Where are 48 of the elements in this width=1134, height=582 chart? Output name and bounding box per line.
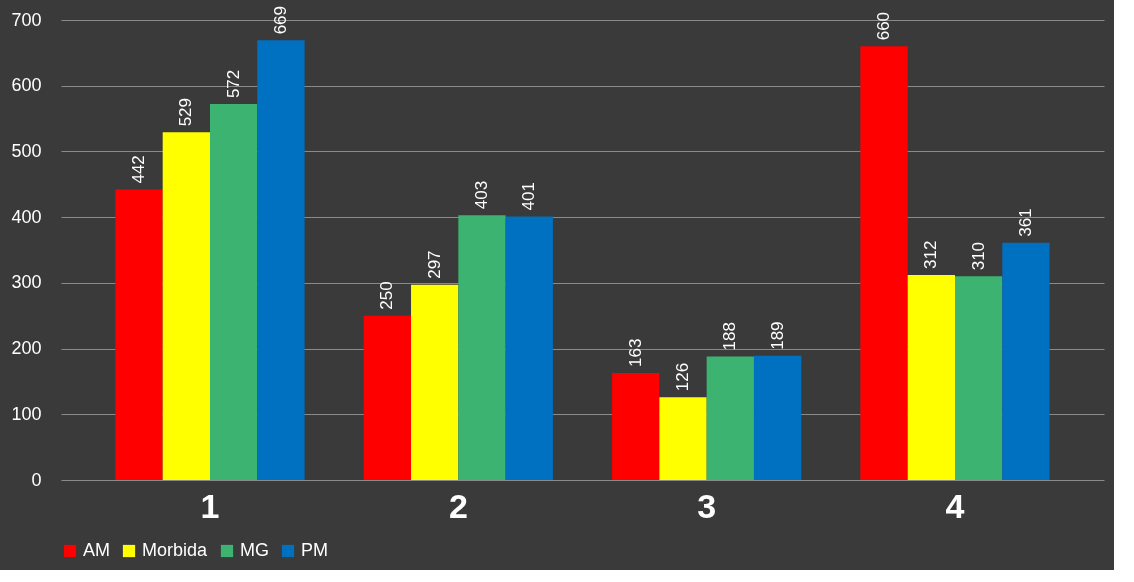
- legend-label: AM: [83, 540, 110, 560]
- data-label: 189: [767, 321, 787, 350]
- data-label: 572: [223, 69, 243, 99]
- x-tick-label: 1: [200, 486, 220, 525]
- x-tick-label: 4: [945, 486, 965, 525]
- legend-label: MG: [240, 540, 269, 560]
- data-label: 250: [377, 281, 397, 310]
- data-label: 401: [519, 182, 539, 211]
- data-label: 660: [874, 11, 894, 41]
- bar: [955, 276, 1003, 480]
- y-tick-label: 500: [11, 140, 42, 161]
- data-label: 188: [720, 322, 740, 351]
- bar: [860, 46, 908, 480]
- data-label: 361: [1015, 208, 1035, 237]
- y-tick-label: 600: [11, 75, 42, 96]
- data-label: 126: [673, 362, 693, 392]
- bar: [706, 356, 754, 480]
- data-label: 163: [625, 338, 645, 367]
- data-label: 403: [471, 180, 491, 210]
- data-label: 529: [176, 98, 196, 127]
- x-tick-label: 2: [448, 486, 468, 525]
- y-tick-label: 400: [11, 206, 42, 227]
- bar: [363, 315, 412, 480]
- x-tick-label: 3: [697, 486, 717, 525]
- data-label: 669: [270, 6, 290, 35]
- data-label: 442: [129, 155, 149, 184]
- y-tick-label: 100: [11, 403, 42, 424]
- bar: [907, 274, 955, 480]
- bar: [659, 397, 707, 480]
- bar: [115, 189, 163, 480]
- bar: [411, 284, 459, 480]
- data-label: 297: [424, 250, 444, 279]
- y-tick-label: 700: [11, 9, 42, 30]
- bar: [1002, 242, 1050, 480]
- y-tick-label: 300: [11, 272, 42, 293]
- legend-label: PM: [301, 540, 328, 560]
- bar: [210, 104, 258, 480]
- bar: [753, 355, 802, 480]
- legend-label: Morbida: [142, 540, 209, 560]
- bar: [162, 132, 210, 480]
- y-tick-label: 200: [11, 338, 42, 359]
- bar: [612, 372, 660, 480]
- bar: [257, 40, 305, 480]
- data-label: 312: [921, 240, 941, 269]
- data-label: 310: [968, 241, 988, 271]
- bar: [458, 215, 506, 480]
- bar: [505, 216, 553, 480]
- y-tick-label: 0: [31, 469, 42, 490]
